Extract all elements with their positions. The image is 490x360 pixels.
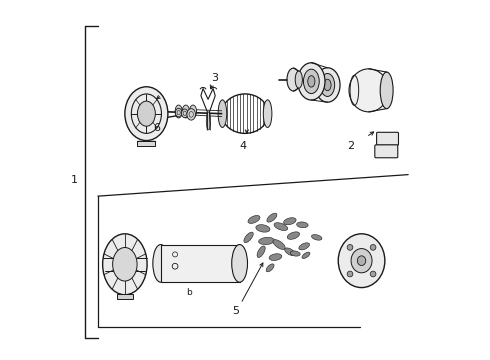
Ellipse shape bbox=[303, 69, 319, 94]
Ellipse shape bbox=[380, 72, 393, 109]
Ellipse shape bbox=[296, 222, 308, 228]
Ellipse shape bbox=[137, 101, 155, 126]
Ellipse shape bbox=[370, 244, 376, 250]
Ellipse shape bbox=[320, 73, 335, 96]
Ellipse shape bbox=[295, 71, 302, 88]
Ellipse shape bbox=[181, 109, 188, 118]
FancyBboxPatch shape bbox=[377, 132, 398, 145]
Ellipse shape bbox=[370, 271, 376, 277]
FancyBboxPatch shape bbox=[375, 145, 398, 158]
Ellipse shape bbox=[206, 112, 211, 130]
Ellipse shape bbox=[338, 234, 385, 288]
Ellipse shape bbox=[232, 244, 247, 282]
Text: 5: 5 bbox=[233, 306, 240, 316]
Ellipse shape bbox=[263, 100, 272, 127]
Ellipse shape bbox=[269, 254, 282, 261]
Ellipse shape bbox=[182, 105, 190, 118]
Ellipse shape bbox=[287, 232, 299, 239]
Ellipse shape bbox=[290, 251, 300, 256]
Text: 2: 2 bbox=[347, 141, 354, 151]
Ellipse shape bbox=[218, 100, 227, 127]
Ellipse shape bbox=[287, 68, 300, 91]
Ellipse shape bbox=[312, 235, 322, 240]
Ellipse shape bbox=[357, 256, 366, 266]
Ellipse shape bbox=[274, 223, 288, 230]
Text: b: b bbox=[187, 288, 192, 297]
Ellipse shape bbox=[379, 135, 387, 142]
Ellipse shape bbox=[315, 68, 340, 102]
Ellipse shape bbox=[187, 109, 196, 120]
Ellipse shape bbox=[351, 249, 372, 273]
Ellipse shape bbox=[175, 105, 182, 118]
Ellipse shape bbox=[347, 271, 353, 277]
Ellipse shape bbox=[273, 240, 285, 249]
Ellipse shape bbox=[349, 69, 389, 112]
Ellipse shape bbox=[113, 248, 137, 281]
Ellipse shape bbox=[378, 148, 385, 155]
Ellipse shape bbox=[267, 213, 277, 222]
Bar bbox=[137, 140, 155, 146]
Ellipse shape bbox=[285, 248, 295, 256]
Ellipse shape bbox=[175, 108, 182, 117]
Text: 3: 3 bbox=[211, 73, 218, 83]
Bar bbox=[161, 244, 240, 282]
Text: 1: 1 bbox=[71, 175, 78, 185]
Ellipse shape bbox=[190, 105, 196, 118]
Ellipse shape bbox=[244, 232, 253, 243]
Ellipse shape bbox=[256, 225, 270, 232]
Ellipse shape bbox=[248, 215, 260, 224]
Text: 4: 4 bbox=[240, 141, 247, 151]
Bar bbox=[117, 294, 133, 299]
Ellipse shape bbox=[259, 237, 274, 244]
Ellipse shape bbox=[347, 244, 353, 250]
Ellipse shape bbox=[302, 252, 310, 258]
Ellipse shape bbox=[153, 244, 169, 282]
Ellipse shape bbox=[102, 234, 147, 295]
Ellipse shape bbox=[298, 63, 325, 100]
Ellipse shape bbox=[324, 79, 331, 91]
Ellipse shape bbox=[308, 76, 315, 87]
Text: 6: 6 bbox=[154, 123, 161, 133]
Ellipse shape bbox=[266, 264, 274, 272]
Ellipse shape bbox=[284, 218, 296, 225]
Ellipse shape bbox=[299, 243, 310, 250]
Ellipse shape bbox=[125, 87, 168, 140]
Ellipse shape bbox=[257, 246, 265, 257]
